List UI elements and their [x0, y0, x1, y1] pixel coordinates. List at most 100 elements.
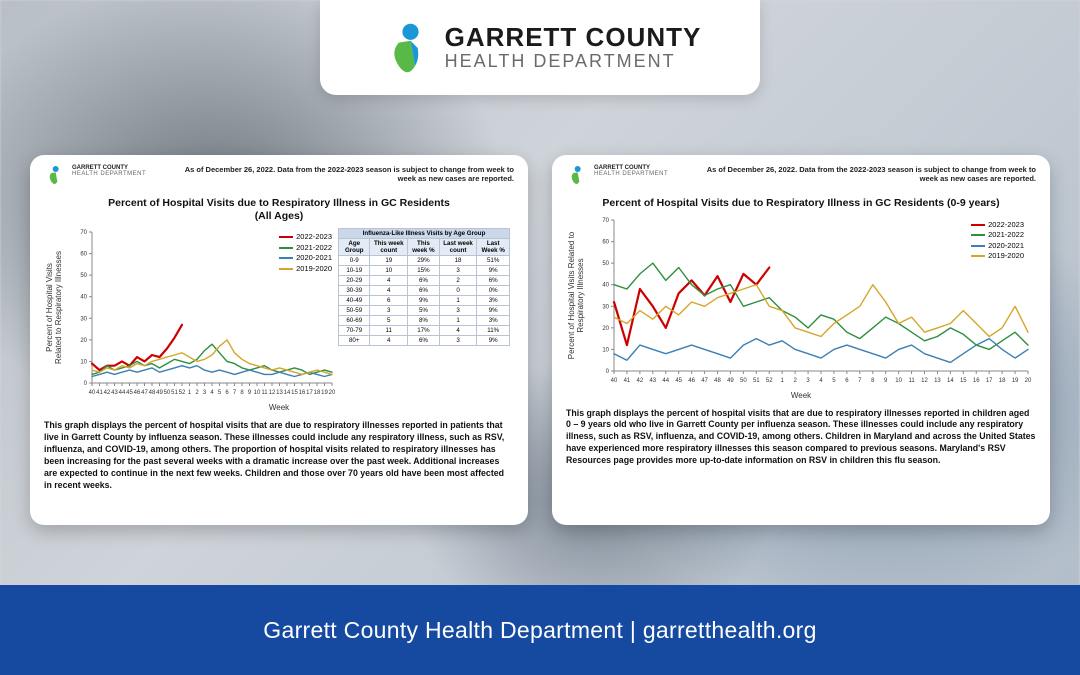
svg-text:0: 0: [606, 369, 610, 375]
svg-text:46: 46: [688, 378, 695, 384]
footer-text: Garrett County Health Department | garre…: [263, 617, 816, 644]
svg-text:12: 12: [921, 378, 928, 384]
svg-text:47: 47: [701, 378, 708, 384]
svg-text:11: 11: [261, 390, 268, 396]
svg-text:18: 18: [314, 390, 321, 396]
svg-text:9: 9: [884, 378, 888, 384]
svg-text:49: 49: [727, 378, 734, 384]
svg-text:10: 10: [895, 378, 902, 384]
svg-text:52: 52: [179, 390, 186, 396]
legend-label: 2020-2021: [296, 253, 332, 264]
svg-text:70: 70: [602, 218, 609, 224]
svg-text:20: 20: [80, 338, 87, 344]
svg-text:4: 4: [210, 390, 214, 396]
svg-text:51: 51: [753, 378, 760, 384]
svg-text:3: 3: [806, 378, 810, 384]
org-name-line1: GARRETT COUNTY: [445, 24, 702, 51]
svg-text:47: 47: [141, 390, 148, 396]
org-logo-icon: [379, 21, 433, 75]
svg-text:49: 49: [156, 390, 163, 396]
svg-text:5: 5: [218, 390, 222, 396]
svg-text:44: 44: [662, 378, 669, 384]
panel-0-9: GARRETT COUNTY HEALTH DEPARTMENT As of D…: [552, 155, 1050, 525]
svg-text:17: 17: [306, 390, 313, 396]
svg-text:1: 1: [781, 378, 785, 384]
legend-label: 2021-2022: [988, 230, 1024, 241]
desc-right: This graph displays the percent of hospi…: [566, 408, 1036, 467]
panel-all-ages: GARRETT COUNTY HEALTH DEPARTMENT As of D…: [30, 155, 528, 525]
svg-text:4: 4: [819, 378, 823, 384]
svg-text:13: 13: [934, 378, 941, 384]
svg-text:7: 7: [233, 390, 237, 396]
svg-text:48: 48: [149, 390, 156, 396]
chart-title-left: Percent of Hospital Visits due to Respir…: [44, 197, 514, 222]
svg-text:6: 6: [225, 390, 229, 396]
svg-text:42: 42: [104, 390, 111, 396]
desc-left: This graph displays the percent of hospi…: [44, 420, 514, 491]
svg-text:14: 14: [947, 378, 954, 384]
svg-text:16: 16: [973, 378, 980, 384]
panel-top-right: GARRETT COUNTY HEALTH DEPARTMENT As of D…: [566, 165, 1036, 191]
svg-text:60: 60: [80, 252, 87, 258]
svg-text:41: 41: [624, 378, 631, 384]
chart-right: 0102030405060704041424344454647484950515…: [566, 214, 1036, 389]
svg-text:2: 2: [195, 390, 199, 396]
legend-swatch: [279, 247, 293, 249]
svg-text:18: 18: [999, 378, 1006, 384]
legend-label: 2022-2023: [296, 232, 332, 243]
svg-text:40: 40: [80, 295, 87, 301]
mini-logo-text: GARRETT COUNTY HEALTH DEPARTMENT: [72, 165, 146, 177]
mini-logo-text: GARRETT COUNTY HEALTH DEPARTMENT: [594, 165, 668, 177]
legend-swatch: [279, 236, 293, 238]
legend-label: 2020-2021: [988, 241, 1024, 252]
svg-text:6: 6: [845, 378, 849, 384]
xlabel-right: Week: [566, 391, 1036, 400]
legend-row: 2022-2023: [971, 220, 1024, 231]
svg-text:42: 42: [637, 378, 644, 384]
xlabel-left: Week: [44, 403, 514, 412]
svg-text:20: 20: [602, 325, 609, 331]
svg-text:9: 9: [248, 390, 252, 396]
svg-text:11: 11: [908, 378, 915, 384]
svg-text:8: 8: [871, 378, 875, 384]
svg-text:10: 10: [80, 360, 87, 366]
svg-text:52: 52: [766, 378, 773, 384]
legend-right: 2022-20232021-20222020-20212019-2020: [971, 220, 1024, 262]
legend-label: 2022-2023: [988, 220, 1024, 231]
legend-row: 2019-2020: [279, 264, 332, 275]
svg-text:43: 43: [649, 378, 656, 384]
svg-text:15: 15: [960, 378, 967, 384]
legend-row: 2020-2021: [971, 241, 1024, 252]
asof-text: As of December 26, 2022. Data from the 2…: [184, 165, 514, 183]
svg-text:50: 50: [602, 261, 609, 267]
panel-top-left: GARRETT COUNTY HEALTH DEPARTMENT As of D…: [44, 165, 514, 191]
legend-row: 2021-2022: [971, 230, 1024, 241]
svg-text:0: 0: [84, 381, 88, 387]
chart-svg-right: 0102030405060704041424344454647484950515…: [566, 214, 1036, 389]
legend-left: 2022-20232021-20222020-20212019-2020: [279, 232, 332, 274]
svg-text:3: 3: [203, 390, 207, 396]
svg-text:5: 5: [832, 378, 836, 384]
svg-text:10: 10: [254, 390, 261, 396]
legend-label: 2021-2022: [296, 243, 332, 254]
svg-text:46: 46: [134, 390, 141, 396]
svg-text:50: 50: [740, 378, 747, 384]
svg-text:50: 50: [164, 390, 171, 396]
legend-swatch: [971, 234, 985, 236]
svg-text:19: 19: [1012, 378, 1019, 384]
org-name-line2: HEALTH DEPARTMENT: [445, 52, 702, 71]
legend-label: 2019-2020: [988, 251, 1024, 262]
svg-text:45: 45: [675, 378, 682, 384]
mini-logo-icon: [566, 165, 586, 185]
legend-swatch: [279, 268, 293, 270]
svg-text:19: 19: [321, 390, 328, 396]
svg-text:10: 10: [602, 347, 609, 353]
svg-text:50: 50: [80, 273, 87, 279]
svg-text:8: 8: [240, 390, 244, 396]
svg-text:Percent of Hospital Visits Rel: Percent of Hospital Visits Related toRes…: [567, 231, 585, 359]
svg-text:13: 13: [276, 390, 283, 396]
svg-text:70: 70: [80, 230, 87, 236]
svg-text:1: 1: [188, 390, 192, 396]
legend-row: 2020-2021: [279, 253, 332, 264]
svg-text:44: 44: [119, 390, 126, 396]
